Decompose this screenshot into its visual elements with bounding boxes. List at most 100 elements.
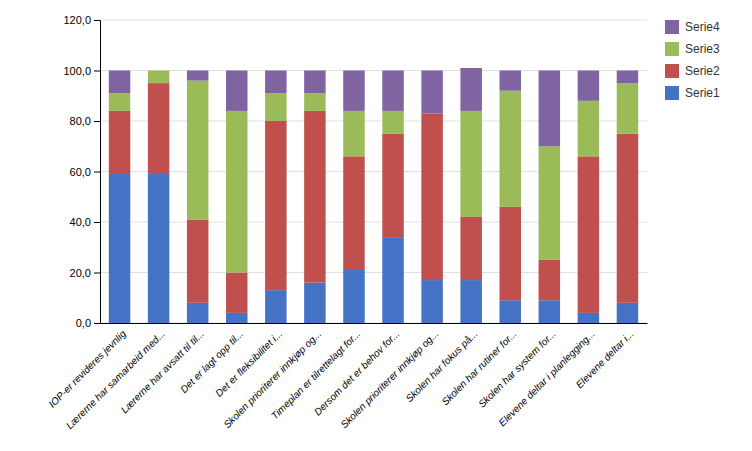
bar-segment [460, 111, 481, 217]
legend-swatch [665, 64, 679, 78]
y-tick: 20,0 [70, 267, 100, 279]
bar-segment [109, 111, 130, 174]
bar-segment [226, 111, 247, 273]
bar-segment [421, 280, 442, 323]
legend-swatch [665, 20, 679, 34]
x-tick: Det er fleksibilitet i... [213, 323, 284, 399]
y-tick: 40,0 [70, 216, 100, 228]
y-axis: 0,0 20,0 40,0 60,0 80,0 100,0 120,0 [63, 14, 100, 329]
bar-segment [187, 71, 208, 81]
bar-segment [382, 237, 403, 323]
bar-segment [304, 283, 325, 323]
legend-swatch [665, 42, 679, 56]
grid [100, 20, 647, 323]
y-tick: 120,0 [63, 14, 100, 26]
bar-segment [421, 71, 442, 114]
legend-item: Serie4 [665, 20, 720, 34]
bar-segment [148, 71, 169, 84]
legend-item: Serie3 [665, 42, 720, 56]
legend-label: Serie2 [685, 64, 720, 78]
bar-segment [148, 174, 169, 323]
bar-segment [265, 290, 286, 323]
x-tick: IOP-er revideres jevnlig [46, 323, 128, 410]
x-axis: IOP-er revideres jevnligLærerne har sama… [46, 323, 647, 431]
y-tick-label: 80,0 [70, 115, 91, 127]
bar-segment [343, 156, 364, 270]
y-tick-mark [94, 273, 100, 274]
bar-segment [578, 101, 599, 157]
grid-line [100, 121, 647, 122]
bar-segment [265, 121, 286, 290]
legend-swatch [665, 86, 679, 100]
legend-label: Serie4 [685, 20, 720, 34]
legend-label: Serie3 [685, 42, 720, 56]
x-tick: Elevene deltar i... [574, 323, 636, 390]
y-tick-mark [94, 172, 100, 173]
grid-line [100, 222, 647, 223]
bar-segment [265, 93, 286, 121]
bar-segment [539, 260, 560, 300]
bar-segment [187, 219, 208, 302]
bar-segment [382, 111, 403, 134]
y-tick: 100,0 [63, 65, 100, 77]
y-tick: 0,0 [76, 317, 100, 329]
bar-segment [304, 71, 325, 94]
y-tick-mark [94, 71, 100, 72]
bar-segment [148, 70, 169, 71]
bar-segment [578, 313, 599, 323]
bar-segment [304, 111, 325, 283]
bar-segment [460, 280, 481, 323]
x-axis-line [101, 323, 648, 324]
bar-segment [578, 156, 599, 313]
x-tick: Skolen har rutiner for... [439, 323, 518, 407]
y-tick-label: 20,0 [70, 267, 91, 279]
bar-segment [539, 71, 560, 147]
legend: Serie4Serie3Serie2Serie1 [665, 20, 720, 100]
bar-segment [382, 134, 403, 238]
x-tick-label: Det er lagt opp til... [178, 328, 245, 395]
x-tick-label: Elevene deltar i... [574, 328, 636, 390]
y-tick-label: 120,0 [63, 14, 91, 26]
y-tick: 80,0 [70, 115, 100, 127]
grid-line [100, 171, 647, 172]
y-tick-label: 100,0 [63, 65, 91, 77]
series-bars [109, 71, 638, 273]
bar-segment [187, 81, 208, 220]
x-tick-label: Skolen har system for... [476, 328, 558, 410]
bar-segment [148, 83, 169, 174]
bar-segment [421, 113, 442, 280]
bar-segment [343, 111, 364, 156]
bar-segment [187, 303, 208, 323]
bar-segment [382, 71, 403, 111]
x-tick-label: IOP-er revideres jevnlig [46, 328, 128, 410]
x-tick: Skolen har fokus på... [403, 323, 479, 404]
chart: 0,0 20,0 40,0 60,0 80,0 100,0 120,0 IOP-er revi… [0, 0, 752, 451]
y-tick-mark [94, 20, 100, 21]
x-tick-label: Det er fleksibilitet i... [213, 328, 284, 399]
bar-segment [343, 71, 364, 111]
bar-segment [109, 71, 130, 94]
y-tick-label: 60,0 [70, 166, 91, 178]
bar-segment [617, 83, 638, 134]
y-tick-label: 40,0 [70, 216, 91, 228]
series-bars [109, 68, 638, 146]
bar-segment [226, 313, 247, 323]
bar-segment [343, 270, 364, 323]
y-axis-line [94, 21, 101, 324]
bar-segment [460, 217, 481, 280]
bar-segment [617, 134, 638, 303]
bar-segment [578, 71, 599, 101]
bar-segment [304, 93, 325, 111]
bar-segment [265, 71, 286, 94]
bar-segment [226, 273, 247, 313]
bar-segment [539, 146, 560, 260]
bar-segment [460, 68, 481, 111]
x-tick: Lærerne har avsatt til til... [119, 323, 207, 416]
bar-segment [500, 71, 521, 91]
bar-segment [500, 91, 521, 207]
bar-segment [109, 174, 130, 323]
grid-line [100, 272, 647, 273]
bar-segment [617, 303, 638, 323]
grid-line [100, 70, 647, 71]
y-tick-mark [94, 323, 100, 324]
